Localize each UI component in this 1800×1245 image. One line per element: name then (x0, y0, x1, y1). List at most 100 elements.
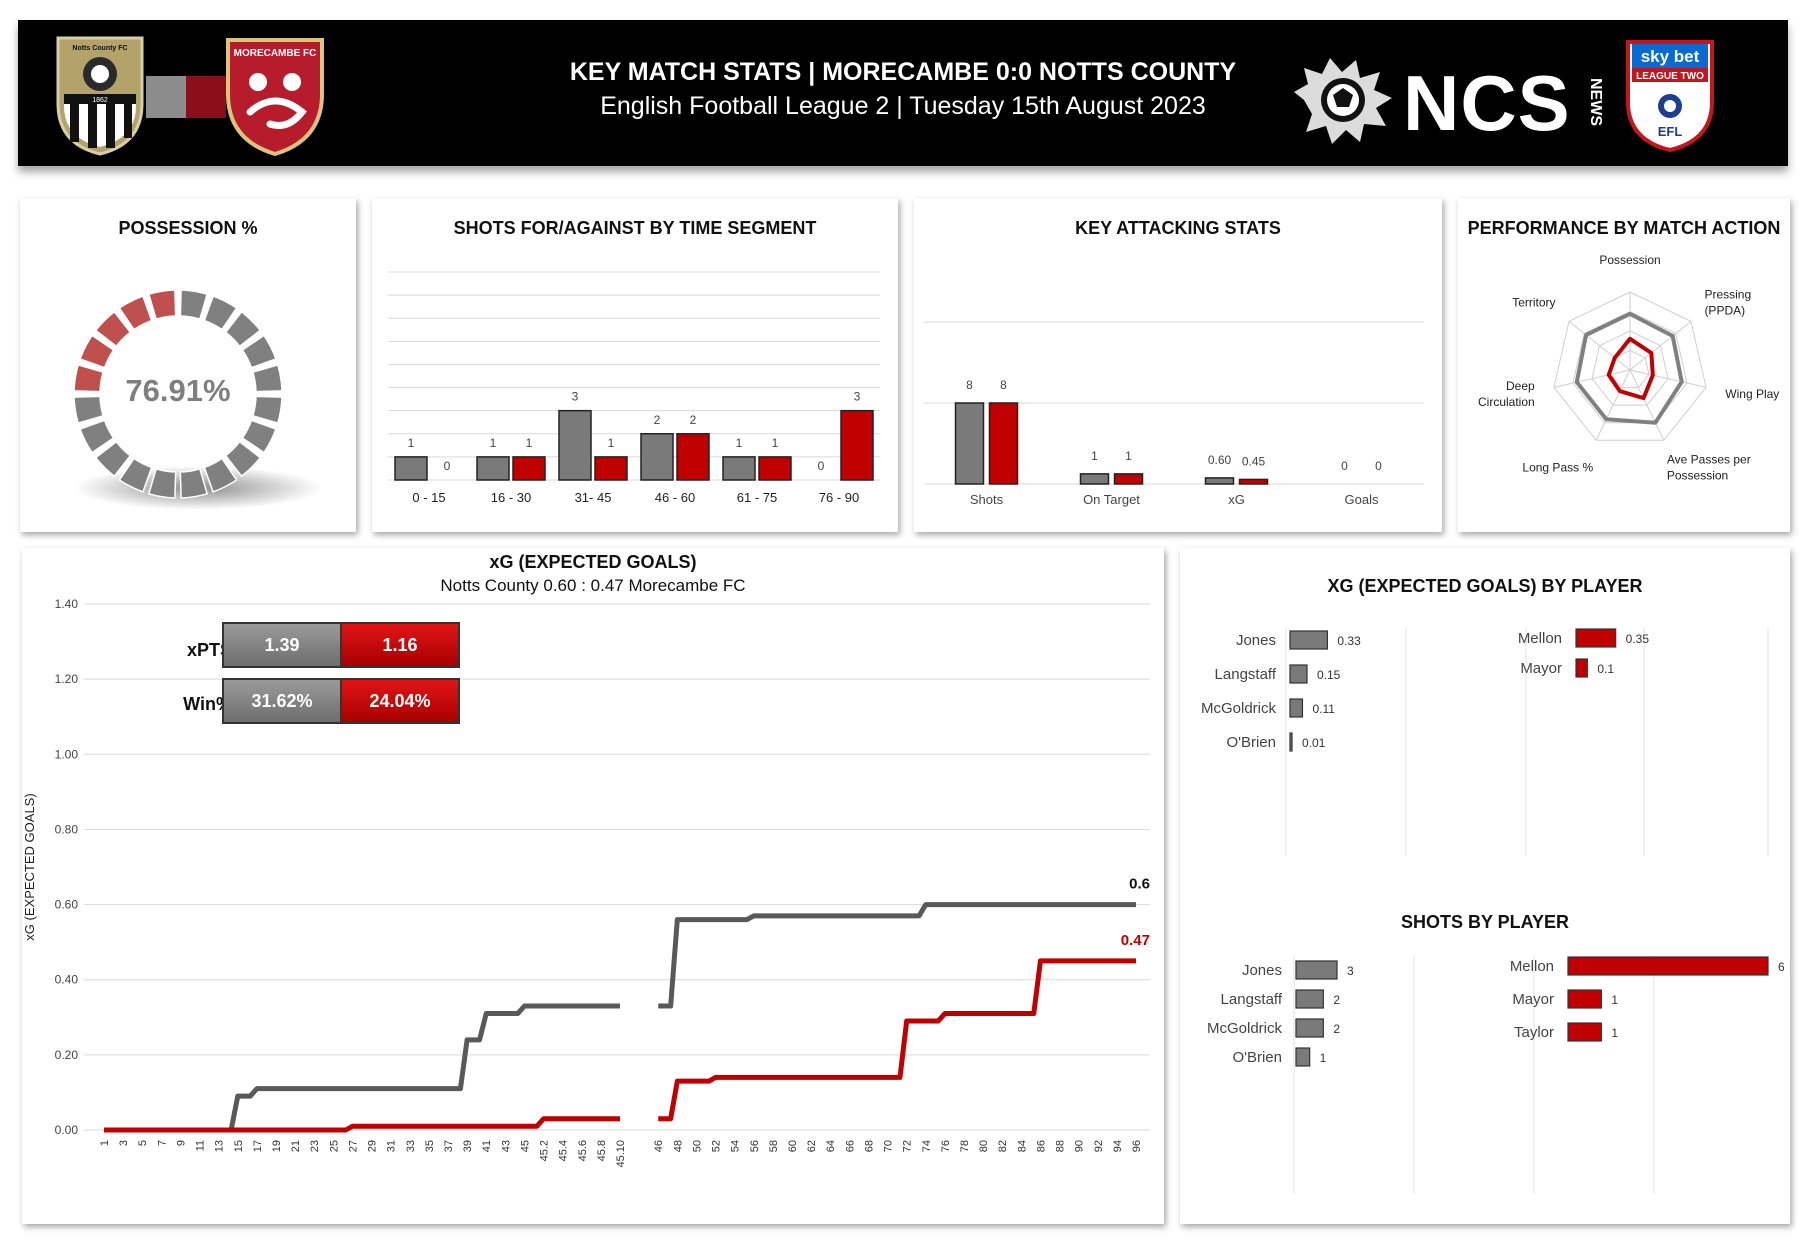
xg-timeline-subtitle: Notts County 0.60 : 0.47 Morecambe FC (440, 576, 746, 595)
radar-spoke (1629, 369, 1707, 388)
shots-players-title: SHOTS BY PLAYER (1400, 912, 1570, 932)
page-title: KEY MATCH STATS | MORECAMBE 0:0 NOTTS CO… (569, 58, 1237, 86)
x-tick-label: 9 (175, 1140, 187, 1146)
x-tick-label: 13 (214, 1140, 226, 1152)
player-name: Mellon (1518, 630, 1562, 647)
possession-title: POSSESSION % (118, 218, 258, 238)
player-name: Taylor (1514, 1024, 1554, 1041)
y-tick-label: 0.80 (55, 822, 79, 836)
bar-value-label: 1 (526, 436, 533, 450)
league-two-badge: sky bet LEAGUE TWO EFL (1626, 40, 1714, 153)
x-tick-label: 31 (386, 1140, 398, 1152)
player-name: O'Brien (1232, 1049, 1282, 1066)
x-tick-label: 29 (367, 1140, 379, 1152)
xg-end-label: 0.6 (1129, 876, 1150, 893)
attacking-title: KEY ATTACKING STATS (1075, 218, 1281, 238)
possession-value: 76.91% (125, 373, 230, 408)
x-tick-label: 19 (271, 1140, 283, 1152)
x-tick-label: 1 (99, 1140, 111, 1146)
player-bar-notts (1289, 630, 1329, 650)
xg-line-notts (658, 902, 1136, 1009)
radar-spoke (1629, 369, 1665, 441)
player-value-label: 2 (1333, 1022, 1340, 1036)
radar-grid (1553, 291, 1707, 441)
bar-value-label: 0 (818, 459, 825, 473)
player-value-label: 1 (1611, 1026, 1618, 1040)
x-tick-label: 88 (1055, 1140, 1067, 1152)
category-label: 31- 45 (575, 490, 612, 505)
category-label: 76 - 90 (819, 490, 859, 505)
badge-efl: EFL (1658, 124, 1683, 139)
possession-segment-notts (179, 467, 209, 499)
bar-morecambe (1113, 473, 1144, 485)
bar-value-label: 0.60 (1208, 453, 1232, 467)
player-bar-notts (1289, 698, 1304, 718)
possession-panel: POSSESSION % 76.91% (20, 198, 356, 532)
radar-panel: PERFORMANCE BY MATCH ACTION Possession Pr… (1458, 198, 1790, 532)
player-bar-morecambe (1575, 628, 1617, 648)
x-tick-label: 46 (653, 1140, 665, 1152)
possession-segment-notts (251, 363, 283, 393)
possession-segment-morecambe (73, 363, 105, 393)
x-tick-label: 58 (768, 1140, 780, 1152)
x-tick-label: 66 (844, 1140, 856, 1152)
player-name: Mellon (1510, 958, 1554, 975)
x-tick-label: 45 (519, 1140, 531, 1152)
win-morecambe: 24.04% (340, 678, 460, 724)
x-tick-label: 37 (443, 1140, 455, 1152)
bar-value-label: 3 (854, 390, 861, 404)
x-tick-label: 52 (711, 1140, 723, 1152)
bar-notts (954, 402, 985, 485)
category-label: 16 - 30 (491, 490, 531, 505)
bar-value-label: 8 (1000, 378, 1007, 392)
attacking-chart: 8 8 Shots 1 1 On Target 0.60 0.45 xG 0 0 Goals (924, 321, 1424, 507)
notts-crest-text: Notts County FC (72, 45, 127, 52)
possession-segment-notts (147, 467, 177, 499)
x-tick-label: 39 (462, 1140, 474, 1152)
category-label: 61 - 75 (737, 490, 777, 505)
ncs-splat-logo (1294, 58, 1392, 144)
category-label: 46 - 60 (655, 490, 695, 505)
x-tick-label: 56 (749, 1140, 761, 1152)
player-value-label: 0.33 (1337, 634, 1361, 648)
bar-value-label: 3 (572, 390, 579, 404)
possession-segment-notts (203, 295, 238, 331)
radar-axis-label: Possession (1599, 253, 1660, 267)
bar-notts (476, 456, 510, 481)
x-tick-label: 45.6 (577, 1140, 589, 1161)
x-tick-label: 15 (233, 1140, 245, 1152)
radar-grid (1591, 330, 1669, 406)
x-tick-label: 27 (347, 1140, 359, 1152)
possession-segment-notts (94, 440, 132, 478)
player-value-label: 0.15 (1317, 668, 1341, 682)
x-tick-label: 11 (195, 1140, 207, 1151)
xg-line-morecambe (104, 1116, 620, 1133)
y-tick-label: 0.00 (55, 1123, 79, 1137)
bar-notts (1204, 477, 1235, 485)
connector-red (186, 76, 226, 118)
possession-segment-morecambe (79, 334, 115, 369)
possession-segment-notts (118, 457, 153, 493)
player-bar-morecambe (1567, 956, 1769, 976)
x-tick-label: 68 (863, 1140, 875, 1152)
x-tick-label: 78 (959, 1140, 971, 1152)
y-tick-label: 0.40 (55, 973, 79, 987)
player-name: McGoldrick (1207, 1020, 1283, 1037)
bar-notts (722, 456, 756, 481)
bar-value-label: 1 (608, 436, 615, 450)
badge-league-two: LEAGUE TWO (1636, 71, 1704, 82)
x-tick-label: 45.8 (596, 1140, 608, 1161)
header-banner: KEY MATCH STATS | MORECAMBE 0:0 NOTTS CO… (18, 20, 1788, 166)
player-name: Mayor (1520, 660, 1562, 677)
player-name: O'Brien (1226, 734, 1276, 751)
win-notts: 31.62% (222, 678, 342, 724)
radar-title: PERFORMANCE BY MATCH ACTION (1467, 218, 1781, 238)
x-tick-label: 90 (1074, 1140, 1086, 1152)
bar-value-label: 1 (1125, 449, 1132, 463)
bar-value-label: 8 (966, 378, 973, 392)
player-value-label: 1 (1320, 1051, 1327, 1065)
xg-timeline-panel: xG (EXPECTED GOALS) Notts County 0.60 : … (22, 548, 1164, 1224)
possession-segment-notts (179, 289, 209, 321)
xg-end-label: 0.47 (1121, 932, 1150, 949)
xpts-notts: 1.39 (222, 622, 342, 668)
